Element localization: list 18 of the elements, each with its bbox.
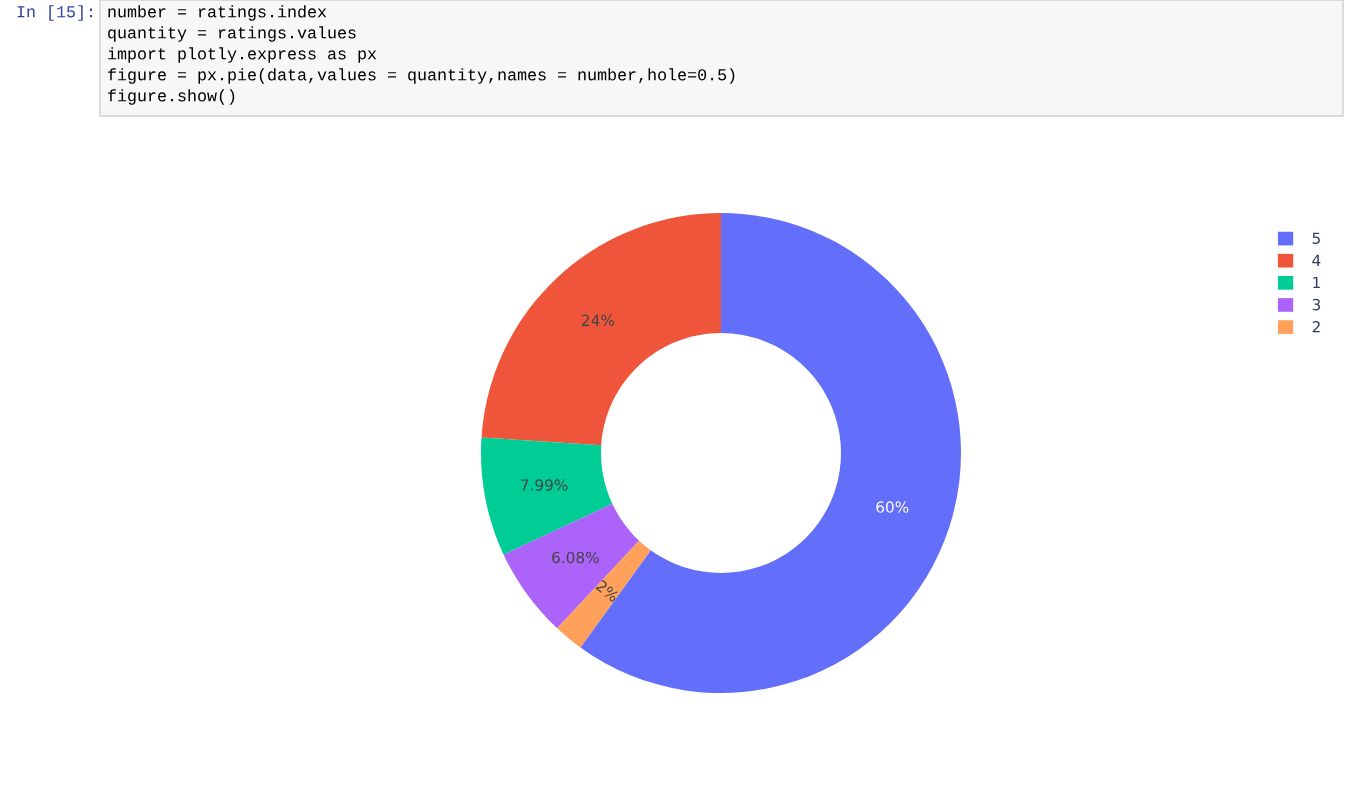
text: number = ratings.index: [108, 5, 327, 21]
data-label: 60%: [876, 501, 909, 513]
text: quantity = ratings.values: [108, 26, 356, 42]
text: import plotly.express as px: [108, 47, 377, 63]
data-label: 7.99%: [521, 479, 568, 491]
text: In [15]:: [17, 5, 92, 21]
legend-label: 5: [1312, 232, 1320, 245]
legend-label: 1: [1313, 276, 1320, 289]
data-label: 6.08%: [552, 551, 599, 564]
donut-slice: [481, 213, 721, 446]
data-label: 24%: [582, 314, 615, 327]
legend-label: 4: [1312, 254, 1321, 266]
data-label: 2%: [595, 579, 620, 603]
legend-label: 3: [1312, 298, 1321, 311]
donut-slice: [503, 503, 640, 629]
text: figure.show(): [108, 89, 235, 105]
legend-label: 2: [1312, 320, 1320, 333]
text: figure = px.pie(data,values = quantity,names = number,hole=0.5): [108, 68, 735, 84]
